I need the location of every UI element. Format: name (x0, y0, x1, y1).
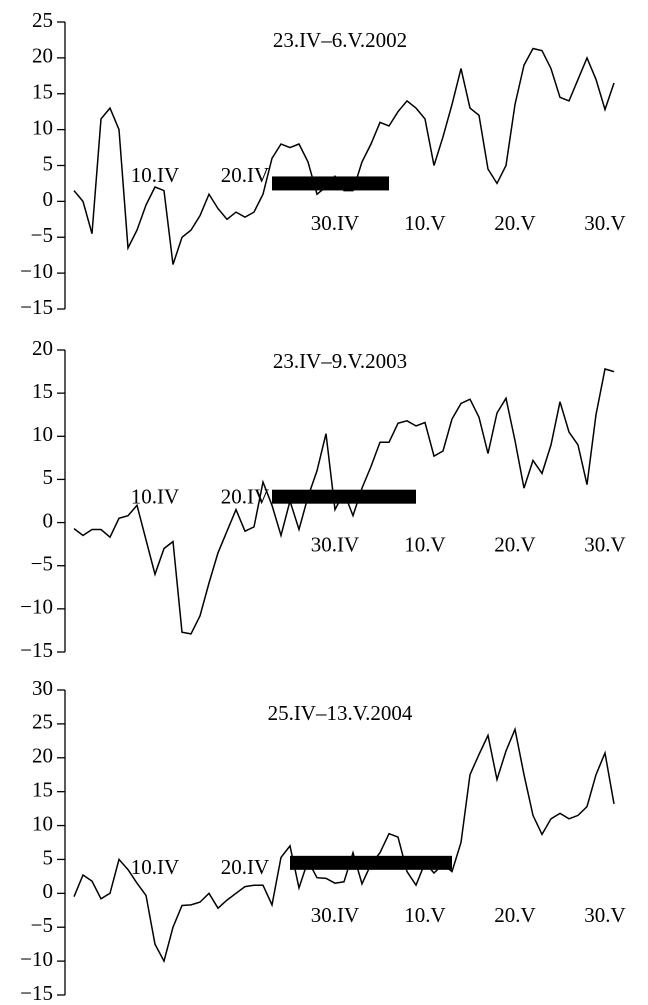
y-tick-label: −10 (20, 259, 53, 283)
y-tick-label: −5 (31, 552, 53, 576)
y-tick-label: 5 (43, 465, 54, 489)
x-tick-label: 30.IV (311, 211, 359, 235)
x-tick-label: 30.IV (311, 903, 359, 927)
x-tick-label: 10.IV (131, 163, 179, 187)
x-tick-label: 20.V (494, 532, 535, 556)
y-tick-label: 10 (32, 811, 53, 835)
y-tick-label: −10 (20, 595, 53, 619)
x-tick-label: 20.V (494, 211, 535, 235)
x-tick-label: 20.V (494, 903, 535, 927)
y-tick-label: 15 (32, 379, 53, 403)
y-tick-label: 20 (32, 336, 53, 360)
y-tick-label: 5 (43, 151, 54, 175)
y-tick-label: 0 (43, 508, 54, 532)
y-tick-label: −5 (31, 223, 53, 247)
y-tick-label: 0 (43, 187, 54, 211)
y-tick-label: 20 (32, 44, 53, 68)
y-tick-label: 15 (32, 80, 53, 104)
x-tick-label: 30.V (584, 532, 625, 556)
y-tick-label: 10 (32, 422, 53, 446)
x-tick-label: 30.V (584, 211, 625, 235)
y-tick-label: 20 (32, 744, 53, 768)
y-tick-label: −10 (20, 947, 53, 971)
y-tick-label: 25 (32, 710, 53, 734)
x-tick-label: 30.V (584, 903, 625, 927)
y-tick-label: 0 (43, 879, 54, 903)
y-tick-label: 10 (32, 115, 53, 139)
x-tick-label: 10.V (404, 532, 445, 556)
x-tick-label: 20.IV (221, 855, 269, 879)
x-tick-label: 30.IV (311, 532, 359, 556)
y-tick-label: −15 (20, 981, 53, 1005)
period-bar (272, 489, 416, 504)
x-tick-label: 20.IV (221, 163, 269, 187)
y-tick-label: 30 (32, 676, 53, 700)
x-tick-label: 10.V (404, 211, 445, 235)
y-tick-label: −15 (20, 295, 53, 319)
x-tick-label: 10.V (404, 903, 445, 927)
y-tick-label: 15 (32, 777, 53, 801)
period-bar (272, 176, 389, 191)
y-tick-label: 25 (32, 8, 53, 32)
x-tick-label: 10.IV (131, 484, 179, 508)
y-tick-label: −15 (20, 638, 53, 662)
y-tick-label: 5 (43, 845, 54, 869)
period-bar (290, 855, 452, 870)
panel-title: 25.IV–13.V.2004 (268, 701, 413, 725)
panel-title: 23.IV–9.V.2003 (273, 349, 407, 373)
data-line (73, 726, 615, 964)
data-line (73, 47, 615, 265)
x-tick-label: 10.IV (131, 855, 179, 879)
panel-title: 23.IV–6.V.2002 (273, 28, 407, 52)
y-tick-label: −5 (31, 913, 53, 937)
